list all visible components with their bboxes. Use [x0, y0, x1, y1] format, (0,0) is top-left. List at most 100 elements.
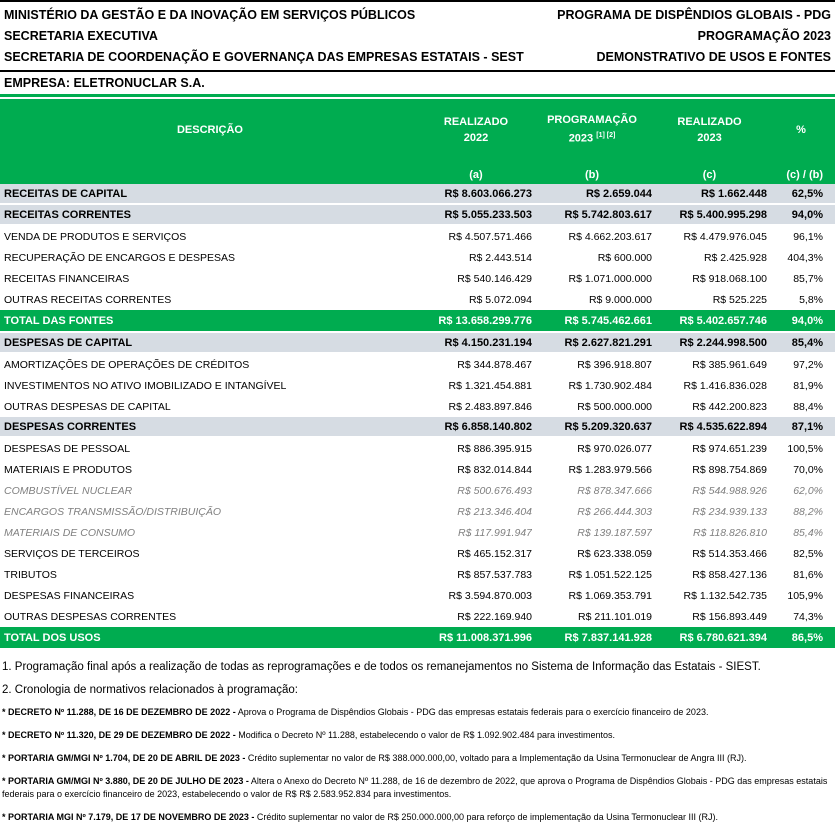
table-row: VENDA DE PRODUTOS E SERVIÇOS R$ 4.507.571… — [0, 226, 835, 247]
secretaria-executiva-line: SECRETARIA EXECUTIVA — [4, 29, 158, 43]
table-row: OUTRAS RECEITAS CORRENTES R$ 5.072.094 R$ … — [0, 289, 835, 310]
table-row: RECEITAS FINANCEIRAS R$ 540.146.429 R$ 1.0… — [0, 268, 835, 289]
col-pct-sub: (c) / (b) — [786, 169, 823, 181]
cell-b: R$ 139.187.597 — [577, 526, 652, 539]
footnote-decreto-11320: * DECRETO Nº 11.320, DE 29 DE DEZEMBRO D… — [2, 730, 616, 740]
table-row: TOTAL DOS USOS R$ 11.008.371.996 R$ 7.837.… — [0, 627, 835, 648]
cell-c: R$ 118.826.810 — [693, 526, 767, 539]
cell-a: R$ 540.146.429 — [457, 272, 532, 285]
cell-c: R$ 4.535.622.894 — [679, 420, 767, 433]
table-row: SERVIÇOS DE TERCEIROS R$ 465.152.317 R$ 62… — [0, 543, 835, 564]
cell-b: R$ 266.444.303 — [577, 505, 652, 518]
col-a-line2: 2022 — [463, 131, 489, 144]
table-row: TRIBUTOS R$ 857.537.783 R$ 1.051.522.125 R$… — [0, 564, 835, 585]
table-row: RECEITAS DE CAPITAL R$ 8.603.066.273 R$ 2.… — [0, 184, 835, 205]
table-row: COMBUSTÍVEL NUCLEAR R$ 500.676.493 R$ 878.… — [0, 480, 835, 501]
cell-c: R$ 156.893.449 — [692, 610, 767, 623]
table-row: DESPESAS CORRENTES R$ 6.858.140.802 R$ 5.2… — [0, 417, 835, 438]
cell-pct: 62,5% — [791, 187, 823, 200]
footnote-decreto-11288: * DECRETO Nº 11.288, DE 16 DE DEZEMBRO D… — [2, 707, 709, 717]
cell-pct: 404,3% — [787, 251, 823, 264]
cell-a: R$ 5.072.094 — [468, 293, 532, 306]
cell-desc: DESPESAS CORRENTES — [4, 420, 137, 433]
cell-b: R$ 2.659.044 — [585, 187, 652, 200]
cell-pct: 74,3% — [793, 610, 823, 623]
col-b-line2: 2023 [1] [2] — [568, 132, 616, 145]
cell-b: R$ 2.627.821.291 — [564, 336, 652, 349]
cell-desc: RECUPERAÇÃO DE ENCARGOS E DESPESAS — [4, 251, 236, 264]
table-header: DESCRIÇÃO REALIZADO 2022 (a) PROGRAMAÇÃO… — [0, 99, 835, 184]
footnote-portaria-7179: * PORTARIA MGI Nº 7.179, DE 17 DE NOVEMB… — [2, 812, 718, 822]
cell-a: R$ 465.152.317 — [457, 547, 532, 560]
cell-a: R$ 222.169.940 — [457, 610, 532, 623]
ministry-line: MINISTÉRIO DA GESTÃO E DA INOVAÇÃO EM SE… — [4, 8, 416, 22]
cell-desc: DESPESAS DE CAPITAL — [4, 336, 133, 349]
cell-b: R$ 623.338.059 — [577, 547, 652, 560]
program-year: PROGRAMAÇÃO 2023 — [697, 29, 831, 43]
cell-pct: 5,8% — [799, 293, 823, 306]
cell-desc: VENDA DE PRODUTOS E SERVIÇOS — [4, 230, 187, 243]
cell-c: R$ 6.780.621.394 — [679, 631, 767, 644]
footnote-refs: [1] [2] — [596, 132, 616, 140]
cell-b: R$ 500.000.000 — [577, 400, 652, 413]
cell-desc: INVESTIMENTOS NO ATIVO IMOBILIZADO E INT… — [4, 379, 287, 392]
cell-pct: 86,5% — [791, 631, 823, 644]
footnote-1: 1. Programação final após a realização d… — [2, 661, 761, 673]
table-row: RECUPERAÇÃO DE ENCARGOS E DESPESAS R$ 2.4… — [0, 247, 835, 268]
cell-a: R$ 1.321.454.881 — [448, 379, 533, 392]
cell-b: R$ 1.051.522.125 — [568, 568, 653, 581]
table-row: MATERIAIS E PRODUTOS R$ 832.014.844 R$ 1.2… — [0, 459, 835, 480]
descricao-label: DESCRIÇÃO — [176, 123, 243, 136]
cell-c: R$ 5.402.657.746 — [679, 314, 767, 327]
cell-a: R$ 213.346.404 — [457, 505, 532, 518]
letterhead-left: MINISTÉRIO DA GESTÃO E DA INOVAÇÃO EM SE… — [4, 5, 524, 68]
cell-desc: OUTRAS DESPESAS DE CAPITAL — [4, 400, 171, 413]
col-c-sub: (c) — [702, 169, 717, 181]
cell-pct: 62,0% — [793, 484, 823, 497]
cell-pct: 85,7% — [793, 272, 823, 285]
cell-a: R$ 4.507.571.466 — [448, 230, 533, 243]
cell-b: R$ 1.730.902.484 — [568, 379, 653, 392]
col-b-sub: (b) — [584, 169, 600, 181]
cell-a: R$ 832.014.844 — [457, 463, 532, 476]
cell-b: R$ 5.742.803.617 — [564, 208, 652, 221]
cell-b: R$ 878.347.666 — [577, 484, 652, 497]
cell-b: R$ 600.000 — [597, 251, 652, 264]
cell-b: R$ 4.662.203.617 — [568, 230, 653, 243]
cell-pct: 81,9% — [793, 379, 823, 392]
cell-a: R$ 344.878.467 — [457, 358, 532, 371]
cell-desc: TOTAL DOS USOS — [4, 631, 101, 644]
table-row: INVESTIMENTOS NO ATIVO IMOBILIZADO E INT… — [0, 375, 835, 396]
table-row: DESPESAS DE PESSOAL R$ 886.395.915 R$ 970.… — [0, 438, 835, 459]
cell-c: R$ 5.400.995.298 — [679, 208, 767, 221]
cell-pct: 88,4% — [793, 400, 823, 413]
cell-b: R$ 396.918.807 — [577, 358, 652, 371]
cell-b: R$ 1.071.000.000 — [568, 272, 653, 285]
cell-desc: MATERIAIS E PRODUTOS — [4, 463, 132, 476]
cell-desc: OUTRAS RECEITAS CORRENTES — [4, 293, 172, 306]
cell-pct: 87,1% — [791, 420, 823, 433]
cell-desc: RECEITAS CORRENTES — [4, 208, 131, 221]
program-title: PROGRAMA DE DISPÊNDIOS GLOBAIS - PDG — [557, 8, 831, 22]
table-row: OUTRAS DESPESAS CORRENTES R$ 222.169.940 R… — [0, 606, 835, 627]
cell-c: R$ 898.754.869 — [692, 463, 767, 476]
cell-pct: 94,0% — [791, 314, 823, 327]
cell-b: R$ 7.837.141.928 — [564, 631, 652, 644]
cell-desc: ENCARGOS TRANSMISSÃO/DISTRIBUIÇÃO — [4, 505, 222, 518]
cell-c: R$ 858.427.136 — [692, 568, 767, 581]
table-row: DESPESAS FINANCEIRAS R$ 3.594.870.003 R$ 1… — [0, 585, 835, 606]
letterhead: MINISTÉRIO DA GESTÃO E DA INOVAÇÃO EM SE… — [0, 0, 835, 70]
cell-b: R$ 9.000.000 — [588, 293, 652, 306]
cell-desc: DESPESAS FINANCEIRAS — [4, 589, 135, 602]
col-pct-label: % — [796, 123, 806, 136]
col-header-descricao: DESCRIÇÃO — [0, 99, 420, 184]
footnote-portaria-3880: * PORTARIA GM/MGI Nº 3.880, DE 20 DE JUL… — [2, 776, 828, 799]
col-header-percent: % (c) / (b) — [767, 99, 835, 184]
cell-c: R$ 514.353.466 — [692, 547, 767, 560]
cell-a: R$ 857.537.783 — [457, 568, 532, 581]
cell-pct: 82,5% — [793, 547, 823, 560]
table-row: RECEITAS CORRENTES R$ 5.055.233.503 R$ 5.7… — [0, 205, 835, 226]
cell-c: R$ 525.225 — [712, 293, 767, 306]
cell-a: R$ 6.858.140.802 — [444, 420, 532, 433]
cell-pct: 85,4% — [793, 526, 823, 539]
